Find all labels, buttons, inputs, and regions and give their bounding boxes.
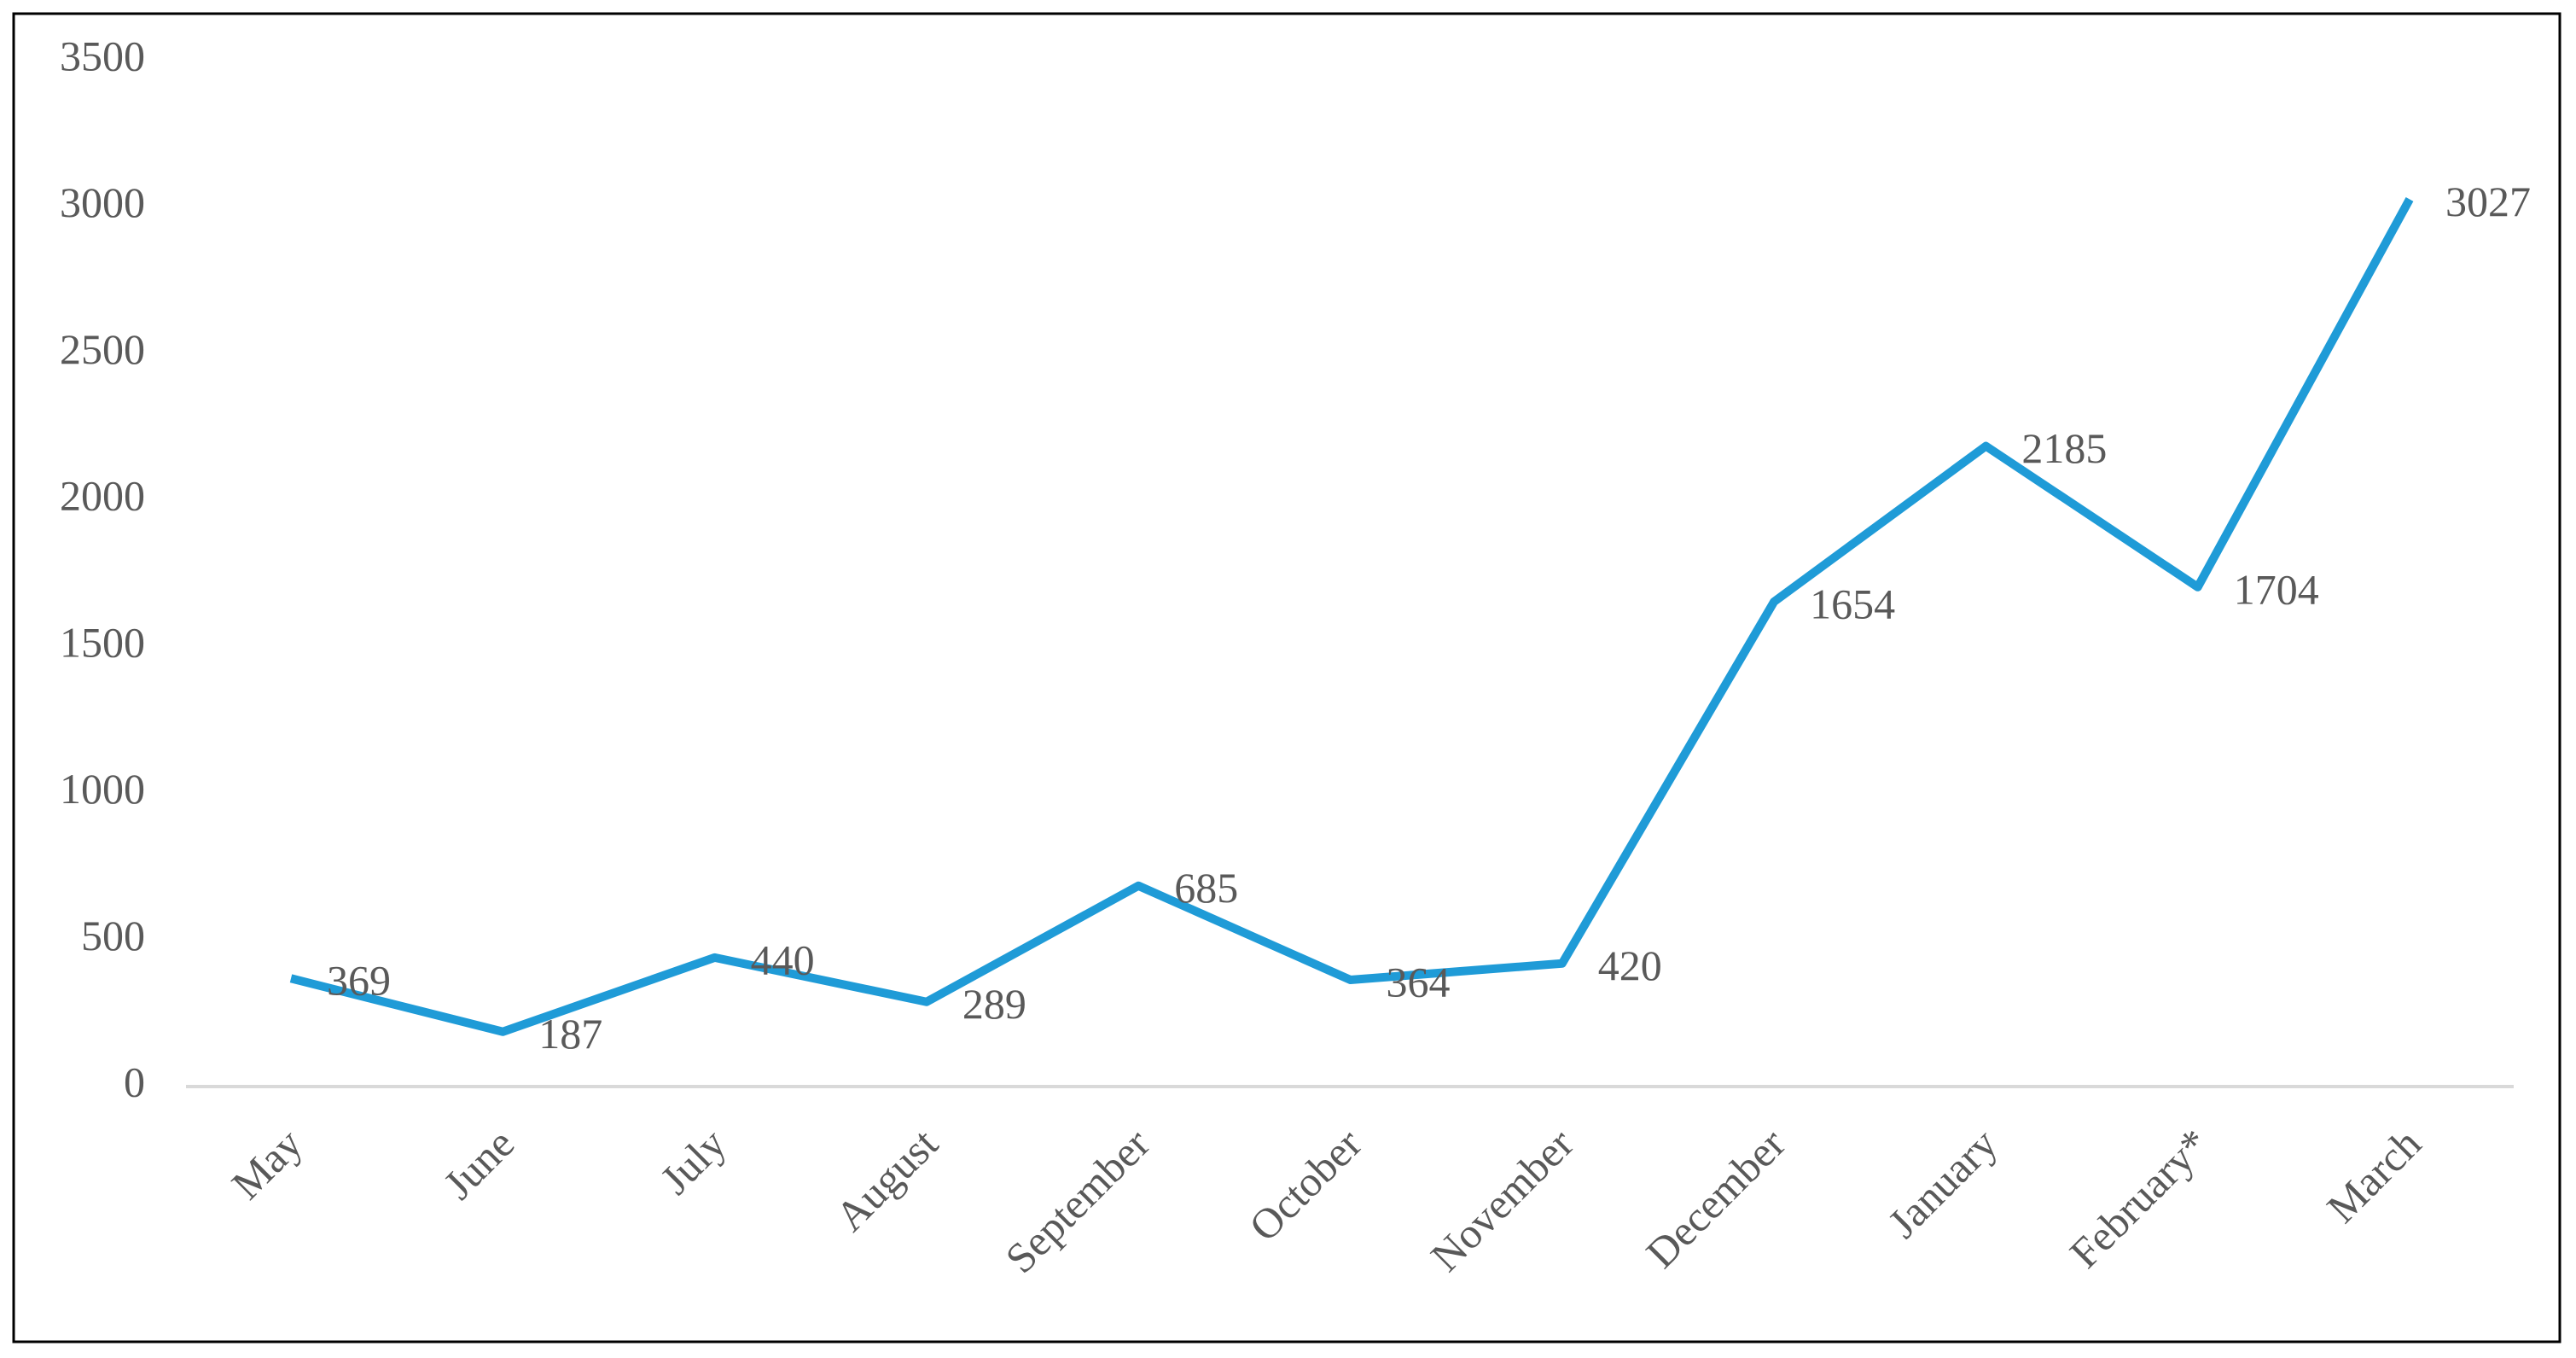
- data-label: 1704: [2234, 565, 2319, 613]
- data-label: 187: [538, 1010, 602, 1058]
- y-tick-label: 1000: [60, 765, 145, 813]
- y-tick-label: 1500: [60, 618, 145, 666]
- line: [289, 197, 2414, 1036]
- data-label: 2185: [2021, 424, 2107, 472]
- data-label: 1654: [1810, 580, 1895, 627]
- y-tick-label: 2500: [60, 325, 145, 373]
- y-tick-label: 0: [124, 1058, 145, 1105]
- data-label: 440: [751, 935, 815, 983]
- data-label: 369: [327, 957, 391, 1005]
- chart-border: [12, 12, 2561, 1343]
- data-label: 420: [1598, 941, 1662, 989]
- data-label: 685: [1174, 864, 1238, 912]
- y-tick-label: 500: [81, 912, 145, 959]
- y-tick-label: 2000: [60, 472, 145, 520]
- data-label: 3027: [2445, 178, 2531, 225]
- data-label: 364: [1387, 958, 1451, 1005]
- data-label: 289: [962, 980, 1026, 1028]
- y-tick-label: 3500: [60, 32, 145, 79]
- y-tick-label: 3000: [60, 178, 145, 226]
